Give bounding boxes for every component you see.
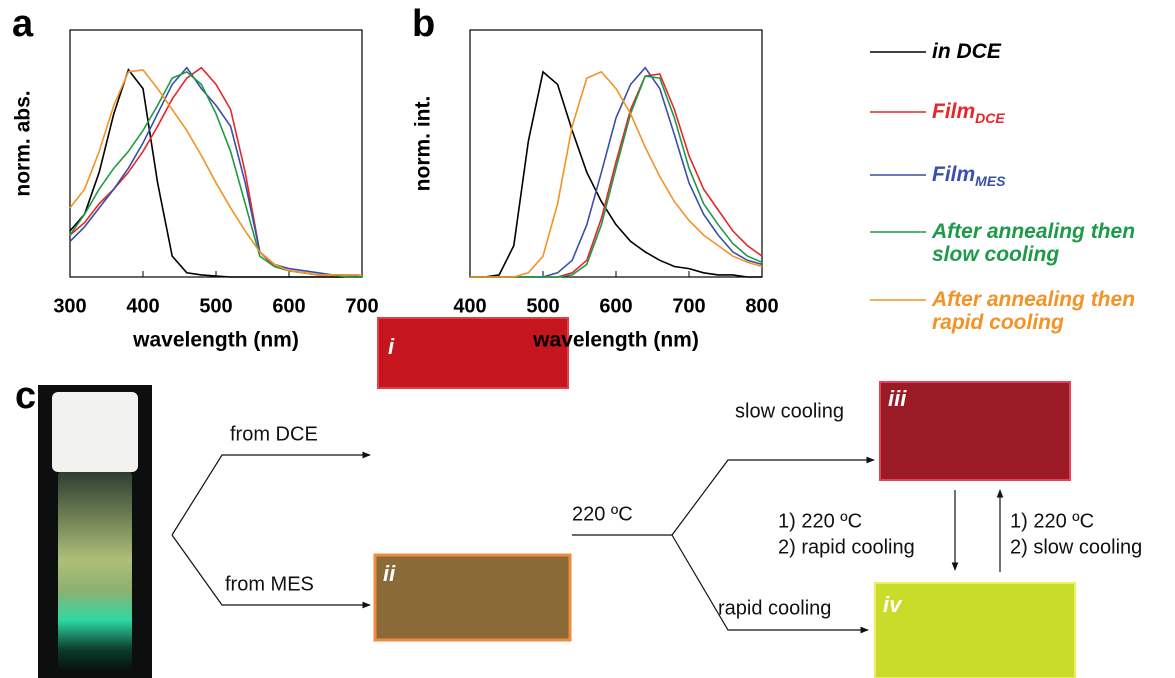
legend-entry: After annealing then rapid cooling	[932, 288, 1137, 334]
x-tick-label: 800	[745, 295, 778, 317]
legend-subscript: DCE	[975, 110, 1005, 127]
vial-cap	[52, 392, 138, 472]
legend-entry: FilmDCE	[932, 100, 1137, 130]
panel-label: c	[15, 375, 36, 417]
series-line	[69, 70, 362, 278]
step-label: 1) 220 ºC	[778, 510, 862, 532]
x-axis-label: wavelength (nm)	[132, 329, 299, 352]
legend-entry: After annealing then slow cooling	[932, 220, 1137, 266]
route-label: from DCE	[230, 423, 318, 445]
route-label: from MES	[225, 573, 314, 595]
film-label: iii	[888, 386, 907, 411]
vial-liquid	[58, 470, 132, 670]
scheme-arrows	[171, 451, 1004, 634]
series-line	[470, 75, 763, 278]
x-tick-label: 400	[453, 295, 486, 317]
series-line	[69, 66, 363, 278]
x-tick-label: 700	[672, 295, 705, 317]
legend-text: After annealing then rapid cooling	[932, 288, 1136, 334]
legend-subscript: MES	[975, 173, 1006, 190]
film-photo	[874, 582, 1076, 678]
series-line	[69, 68, 362, 278]
series-line	[470, 70, 763, 278]
legend-text: in DCE	[932, 40, 1001, 63]
film-photo	[377, 317, 569, 389]
legend-entry: in DCE	[932, 40, 1137, 63]
legend-text: Film	[932, 100, 976, 123]
panel-label: b	[412, 3, 435, 45]
panel-label: a	[12, 3, 34, 45]
film-photo	[373, 553, 572, 642]
series-line	[470, 70, 762, 278]
x-axis-label: wavelength (nm)	[532, 329, 699, 352]
x-tick-label: 600	[599, 295, 632, 317]
x-tick-label: 400	[126, 295, 159, 317]
x-tick-label: 500	[526, 295, 559, 317]
route-label: 220 ºC	[572, 503, 633, 525]
route-label: slow cooling	[735, 400, 844, 422]
step-label: 2) slow cooling	[1010, 536, 1142, 558]
step-label: 2) rapid cooling	[778, 536, 915, 558]
film-label: ii	[383, 561, 396, 586]
series-line	[69, 68, 362, 276]
x-tick-label: 300	[53, 295, 86, 317]
legend-text: Film	[932, 163, 976, 186]
x-tick-label: 600	[272, 295, 305, 317]
film-label: iv	[883, 592, 903, 617]
step-label: 1) 220 ºC	[1010, 510, 1094, 532]
plot-frame	[69, 29, 363, 278]
film-photo	[879, 381, 1071, 481]
series-line	[69, 66, 362, 278]
legend-entry: FilmMES	[932, 163, 1137, 193]
x-tick-label: 500	[199, 295, 232, 317]
y-axis-label: norm. abs.	[12, 90, 35, 196]
legend-text: After annealing then slow cooling	[932, 220, 1136, 266]
film-label: i	[388, 334, 395, 359]
route-label: rapid cooling	[718, 597, 831, 619]
x-tick-label: 700	[345, 295, 378, 317]
y-axis-label: norm. int.	[412, 96, 435, 192]
